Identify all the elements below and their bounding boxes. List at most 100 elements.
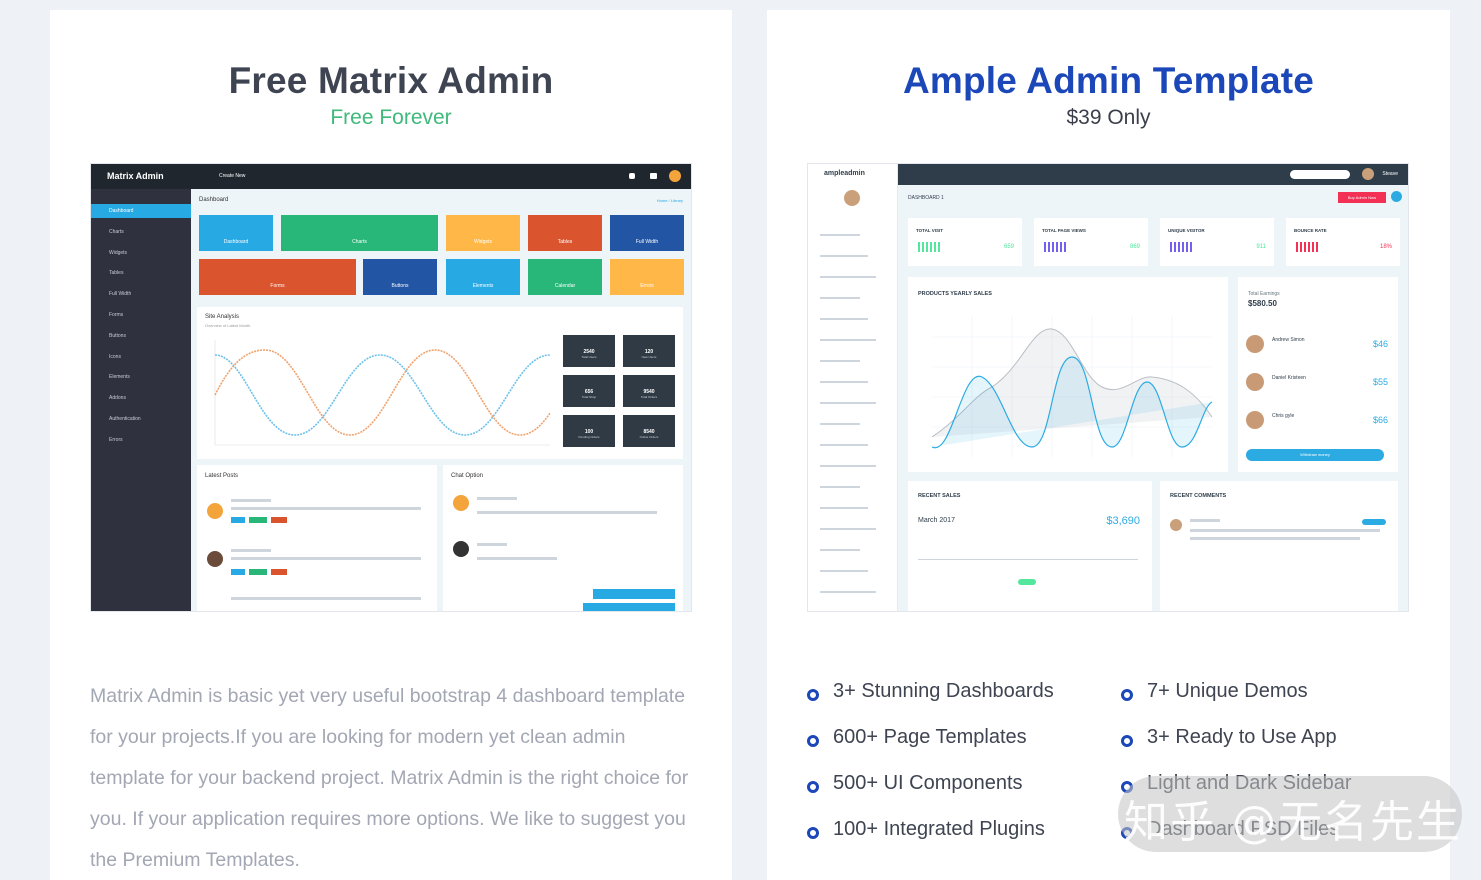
settings-icon[interactable] — [1391, 191, 1402, 202]
stat-card: BOUNCE RATE 18% — [1286, 218, 1400, 266]
person-name: Andrew Simon — [1272, 337, 1305, 343]
publish-badge[interactable] — [249, 517, 267, 523]
preview-breadcrumb: Home / Library — [656, 198, 683, 203]
analysis-subtitle: Overview of Latest Month — [205, 323, 251, 328]
feature-label: 7+ Unique Demos — [1147, 680, 1308, 702]
sidebar-item[interactable] — [820, 402, 876, 404]
status-badge — [1018, 579, 1036, 585]
bullet-icon — [807, 781, 819, 793]
stat-box: 8540 Online Orders — [623, 415, 675, 447]
sidebar-item[interactable]: Buttons — [109, 332, 126, 339]
stat-value: 9540 — [643, 389, 655, 395]
sparkbar-icon — [1044, 242, 1066, 252]
sales-amount: $3,690 — [1106, 515, 1140, 527]
wave-series-blue — [214, 354, 551, 436]
sidebar-item[interactable] — [820, 444, 868, 446]
dashboard-tile[interactable]: Tables — [528, 215, 602, 251]
sidebar-item[interactable]: Forms — [109, 312, 124, 318]
line-chart — [931, 317, 1213, 457]
sidebar-item[interactable]: Full Width — [109, 291, 132, 298]
withdraw-money-button[interactable]: Withdraw money — [1246, 449, 1384, 461]
stat-card: TOTAL PAGE VIEWS 869 — [1034, 218, 1148, 266]
dashboard-tile[interactable]: Elements — [446, 259, 520, 295]
preview-topbar: Steave — [898, 164, 1408, 185]
avatar — [1170, 519, 1182, 531]
sidebar-item[interactable] — [820, 423, 860, 425]
sidebar-item[interactable] — [820, 255, 868, 257]
chat-icon — [650, 173, 657, 179]
avatar — [453, 541, 469, 557]
edit-badge[interactable] — [231, 517, 245, 523]
sidebar-item[interactable] — [820, 318, 868, 320]
sidebar-item[interactable] — [820, 381, 868, 383]
chat-option-title: Chat Option — [451, 473, 484, 479]
edit-badge[interactable] — [231, 569, 245, 575]
sidebar-item[interactable] — [820, 486, 860, 488]
person-amount: $66 — [1372, 415, 1388, 425]
earnings-card: Total Earnings $580.50 Andrew Simon $46 Da… — [1238, 277, 1398, 472]
sidebar-item[interactable]: Tables — [109, 270, 124, 277]
ample-admin-preview[interactable]: ampleadmin Steave DASHBOARD 1 Buy Admin … — [807, 163, 1409, 612]
search-input[interactable] — [1290, 170, 1350, 179]
feature-label: 3+ Ready to Use App — [1147, 726, 1337, 748]
feature-label: 3+ Stunning Dashboards — [833, 680, 1054, 702]
sidebar-item[interactable] — [820, 591, 876, 593]
buy-admin-button[interactable]: Buy Admin Now — [1338, 192, 1386, 203]
stat-label: TOTAL VISIT — [916, 228, 944, 233]
sidebar-item[interactable] — [820, 339, 876, 341]
sparkbar-icon — [918, 242, 940, 252]
delete-badge[interactable] — [271, 517, 287, 523]
sidebar-item[interactable] — [820, 507, 868, 509]
sidebar-item[interactable] — [820, 465, 876, 467]
status-badge — [1362, 519, 1386, 525]
stat-box: 2540 Total Users — [563, 335, 615, 367]
bullet-icon — [807, 827, 819, 839]
dashboard-tile[interactable]: Errors — [610, 259, 684, 295]
recent-sales-title: RECENT SALES — [918, 493, 961, 499]
dashboard-tile[interactable]: Charts — [281, 215, 438, 251]
sidebar-item[interactable] — [820, 528, 876, 530]
sidebar-item[interactable] — [820, 570, 868, 572]
publish-badge[interactable] — [249, 569, 267, 575]
dashboard-tile[interactable]: Buttons — [363, 259, 437, 295]
matrix-admin-preview[interactable]: Matrix Admin Dashboard Charts Widgets Table… — [90, 163, 692, 612]
dashboard-tile[interactable]: Widgets — [446, 215, 520, 251]
sidebar-item[interactable] — [820, 360, 860, 362]
dashboard-tile[interactable]: Full Width — [610, 215, 684, 251]
preview-page-title: Dashboard — [199, 197, 229, 203]
dashboard-tile[interactable]: Dashboard — [199, 215, 273, 251]
person-amount: $46 — [1372, 339, 1388, 349]
earnings-value: $580.50 — [1248, 299, 1277, 308]
stat-box: 100 Pending Orders — [563, 415, 615, 447]
sidebar-item[interactable]: Dashboard — [91, 204, 191, 218]
sidebar-item[interactable]: Charts — [109, 228, 124, 235]
sidebar-item[interactable]: Elements — [109, 374, 130, 381]
sidebar-item[interactable]: Icons — [109, 353, 121, 360]
dashboard-tile[interactable]: Forms — [199, 259, 356, 295]
sidebar-item[interactable] — [820, 276, 876, 278]
stat-card: TOTAL VISIT 659 — [908, 218, 1022, 266]
dashboard-tile[interactable]: Calendar — [528, 259, 602, 295]
feature-label: 500+ UI Components — [833, 772, 1023, 794]
stat-value: 656 — [584, 389, 594, 395]
stat-box: 656 Total Shop — [563, 375, 615, 407]
stat-value: 120 — [644, 349, 654, 355]
delete-badge[interactable] — [271, 569, 287, 575]
sidebar-item[interactable] — [820, 234, 860, 236]
card-title: Free Matrix Admin — [228, 60, 554, 101]
avatar — [669, 170, 681, 182]
bullet-icon — [1121, 735, 1133, 747]
stat-box: 9540 Total Orders — [623, 375, 675, 407]
stat-value: 2540 — [583, 349, 595, 355]
sidebar-item[interactable] — [820, 549, 860, 551]
sidebar-item[interactable]: Errors — [109, 436, 123, 443]
sidebar-item[interactable]: Addons — [109, 395, 126, 402]
chat-option-panel: Chat Option — [443, 465, 683, 611]
sidebar-item[interactable] — [820, 297, 860, 299]
avatar — [453, 495, 469, 511]
stat-label: Total Orders — [640, 395, 658, 399]
latest-posts-panel: Latest Posts — [197, 465, 437, 611]
sidebar-item[interactable]: Authentication — [109, 416, 141, 422]
sidebar-item[interactable]: Widgets — [109, 249, 128, 256]
stat-value: 8540 — [643, 429, 655, 435]
